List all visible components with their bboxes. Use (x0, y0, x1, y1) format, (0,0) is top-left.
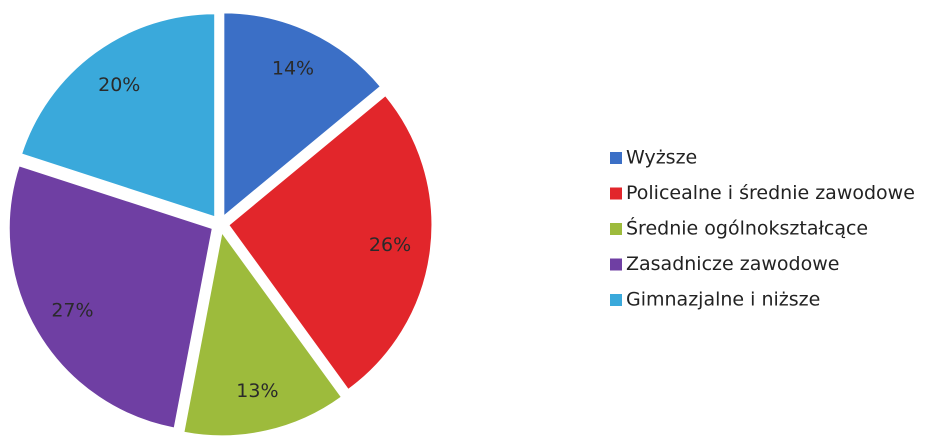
pie-slice (223, 12, 381, 217)
legend-label: Zasadnicze zawodowe (626, 253, 839, 275)
legend-label: Średnie ogólnokształcące (626, 216, 868, 240)
data-label: 20% (98, 74, 140, 96)
legend-swatch (610, 258, 622, 271)
legend-swatch (610, 294, 622, 306)
legend-label: Policealne i średnie zawodowe (626, 182, 915, 204)
data-label: 14% (272, 57, 314, 79)
pie-slice (8, 165, 213, 429)
data-label: 13% (236, 380, 278, 402)
legend-swatch (610, 187, 622, 200)
pie-slice (21, 13, 216, 218)
legend-label: Gimnazjalne i niższe (626, 289, 820, 311)
legend-swatch (610, 152, 622, 164)
pie-slice (183, 231, 342, 437)
legend-swatch (610, 223, 622, 235)
pie-slice (228, 95, 433, 391)
data-label: 27% (51, 300, 93, 322)
legend-label: Wyższe (626, 147, 697, 169)
data-label: 26% (369, 234, 411, 256)
